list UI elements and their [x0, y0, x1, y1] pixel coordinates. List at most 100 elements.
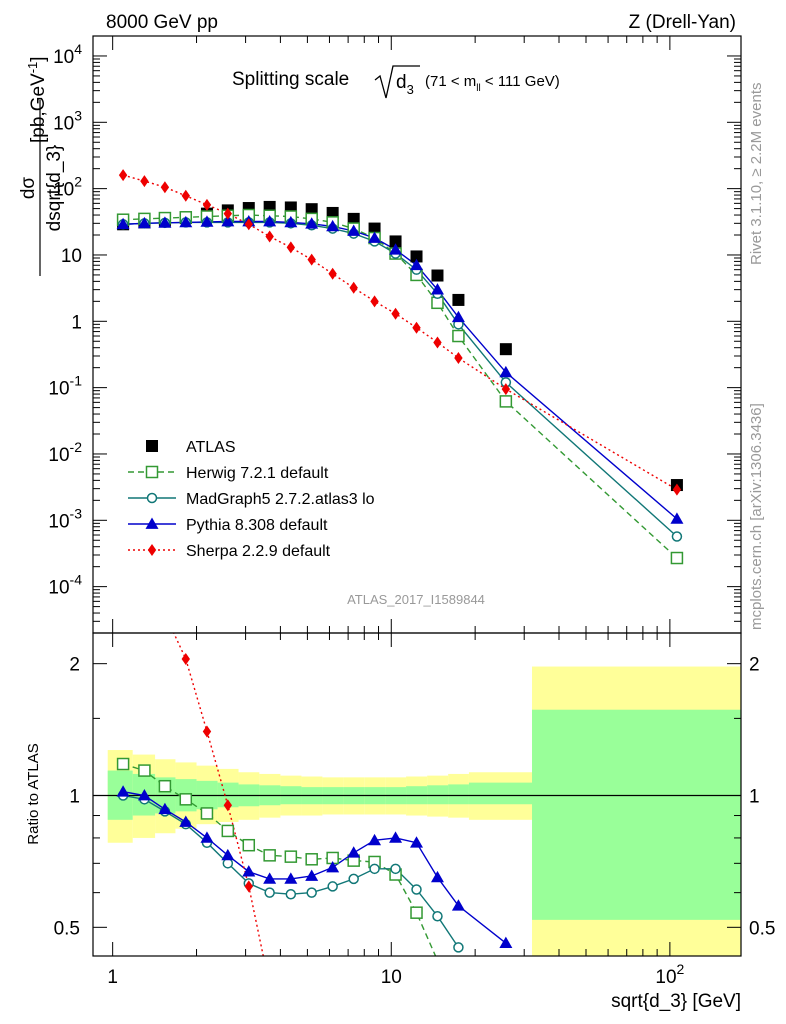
main-point-sherpa-2-2-9-default: [287, 241, 295, 253]
ylabel-units-sup: -1: [25, 62, 40, 74]
main-point-herwig-7-2-1-default: [453, 331, 464, 342]
main-point-sherpa-2-2-9-default: [265, 230, 273, 242]
ratio-point-herwig-7-2-1-default: [139, 765, 150, 776]
ratio-point-herwig-7-2-1-default: [306, 854, 317, 865]
ratio-point-sherpa-2-2-9-default: [203, 726, 211, 738]
main-point-atlas: [500, 343, 512, 355]
main-point-sherpa-2-2-9-default: [119, 169, 127, 181]
rivet-label: Rivet 3.1.10, ≥ 2.2M events: [748, 83, 765, 266]
legend-marker-madgraph5-2-7-2-atlas3-lo: [148, 494, 157, 503]
ratio-point-pythia-8-308-default: [221, 849, 234, 860]
legend-label-pythia-8-308-default: Pythia 8.308 default: [186, 517, 328, 534]
ratio-point-madgraph5-2-7-2-atlas3-lo: [307, 888, 316, 897]
main-y-tick-label: 10-3: [48, 505, 82, 532]
main-y-tick-label: 103: [53, 107, 82, 134]
main-y-tick-label-sup: 2: [74, 174, 82, 190]
header-right-label: Z (Drell-Yan): [629, 12, 736, 33]
ratio-point-madgraph5-2-7-2-atlas3-lo: [370, 864, 379, 873]
ylabel-denominator: dsqrt{d_3}: [44, 145, 65, 232]
ratio-point-pythia-8-308-default: [389, 831, 402, 842]
ratio-y-tick-label-right: 1: [749, 786, 760, 807]
ratio-ylabel: Ratio to ATLAS: [25, 743, 42, 844]
ratio-point-herwig-7-2-1-default: [285, 851, 296, 862]
main-y-tick-label-base: 10: [53, 113, 74, 134]
main-point-sherpa-2-2-9-default: [328, 268, 336, 280]
ratio-point-pythia-8-308-default: [431, 871, 444, 882]
legend: ATLASHerwig 7.2.1 defaultMadGraph5 2.7.2…: [128, 439, 375, 560]
main-point-sherpa-2-2-9-default: [182, 190, 190, 202]
ratio-point-herwig-7-2-1-default: [180, 794, 191, 805]
plot-title-var-sub: 3: [407, 82, 414, 97]
x-tick-label-base: 1: [107, 967, 118, 988]
main-point-sherpa-2-2-9-default: [433, 336, 441, 348]
ratio-point-madgraph5-2-7-2-atlas3-lo: [454, 943, 463, 952]
ratio-point-herwig-7-2-1-default: [411, 907, 422, 918]
main-y-tick-label-sup: 4: [74, 41, 82, 57]
ratio-point-pythia-8-308-default: [200, 831, 213, 842]
main-y-tick-label-sup: 3: [74, 107, 82, 123]
main-y-tick-label: 10-1: [48, 373, 82, 400]
main-y-tick-label: 1: [71, 312, 82, 333]
legend-marker-pythia-8-308-default: [146, 518, 159, 529]
legend-label-atlas: ATLAS: [186, 439, 236, 456]
legend-marker-herwig-7-2-1-default: [147, 467, 158, 478]
main-point-herwig-7-2-1-default: [671, 553, 682, 564]
ylabel-numerator: dσ: [18, 177, 39, 200]
ratio-point-pythia-8-308-default: [305, 869, 318, 880]
ratio-band-inner: [532, 710, 741, 920]
ratio-band-inner: [469, 783, 532, 805]
legend-marker-sherpa-2-2-9-default: [148, 544, 156, 556]
ratio-point-sherpa-2-2-9-default: [182, 653, 190, 665]
plot-title-range: (71 < mll < 111 GeV): [425, 73, 560, 94]
ratio-y-tick-label-left: 2: [69, 655, 80, 676]
main-y-tick-label-base: 10: [48, 445, 69, 466]
main-y-tick-label-sup: -1: [70, 373, 83, 389]
ratio-y-tick-label-right: 0.5: [749, 918, 775, 939]
legend-label-herwig-7-2-1-default: Herwig 7.2.1 default: [186, 465, 329, 482]
main-panel: 10-410-310-210-1110102103104 Splitting s…: [18, 36, 741, 633]
main-axes-layer: 10-410-310-210-1110102103104: [48, 36, 741, 633]
x-tick-label-base: 10: [655, 967, 676, 988]
x-tick-label-sup: 2: [677, 961, 685, 977]
main-y-tick-label-base: 10: [48, 379, 69, 400]
main-point-madgraph5-2-7-2-atlas3-lo: [672, 532, 681, 541]
plot-title-var-main: d: [396, 72, 407, 93]
plot-title-range-post: < 111 GeV): [481, 73, 560, 90]
main-y-tick-label: 10-2: [48, 439, 82, 466]
ratio-point-herwig-7-2-1-default: [222, 825, 233, 836]
ratio-point-herwig-7-2-1-default: [264, 850, 275, 861]
main-point-sherpa-2-2-9-default: [349, 282, 357, 294]
mcplots-label: mcplots.cern.ch [arXiv:1306.3436]: [748, 403, 765, 630]
main-line-madgraph5-2-7-2-atlas3-lo: [123, 222, 677, 536]
main-point-herwig-7-2-1-default: [500, 396, 511, 407]
plot-title-var: d3: [396, 72, 414, 97]
main-y-tick-label: 104: [53, 41, 82, 68]
legend-marker-atlas: [146, 440, 158, 452]
ratio-y-tick-label-left: 1: [69, 786, 80, 807]
ratio-point-pythia-8-308-default: [452, 899, 465, 910]
ratio-point-madgraph5-2-7-2-atlas3-lo: [391, 864, 400, 873]
legend-label-sherpa-2-2-9-default: Sherpa 2.2.9 default: [186, 543, 331, 560]
ratio-y-tick-label-right: 2: [749, 655, 760, 676]
plot-title: Splitting scale: [232, 69, 349, 90]
x-tick-label: 102: [655, 961, 684, 988]
main-ylabel-units: [pb,GeV-1]: [25, 56, 49, 143]
main-y-tick-label-sup: -4: [70, 572, 83, 588]
ratio-band-inner: [427, 785, 448, 804]
ratio-point-herwig-7-2-1-default: [201, 808, 212, 819]
ratio-point-pythia-8-308-default: [347, 846, 360, 857]
ratio-point-pythia-8-308-default: [499, 937, 512, 948]
main-point-atlas: [452, 294, 464, 306]
ratio-point-herwig-7-2-1-default: [159, 781, 170, 792]
main-y-tick-label-base: 10: [53, 47, 74, 68]
main-point-sherpa-2-2-9-default: [391, 308, 399, 320]
x-tick-label: 10: [381, 967, 402, 988]
analysis-watermark: ATLAS_2017_I1589844: [347, 592, 485, 607]
ylabel-units-main: [pb,GeV: [28, 73, 49, 143]
main-y-tick-label: 10: [61, 246, 82, 267]
header-left-label: 8000 GeV pp: [106, 12, 218, 33]
main-point-sherpa-2-2-9-default: [140, 175, 148, 187]
ratio-panel: 0.50.51122110102 Ratio to ATLAS sqrt{d_3…: [25, 614, 775, 1012]
ratio-y-tick-label-left: 0.5: [54, 918, 80, 939]
